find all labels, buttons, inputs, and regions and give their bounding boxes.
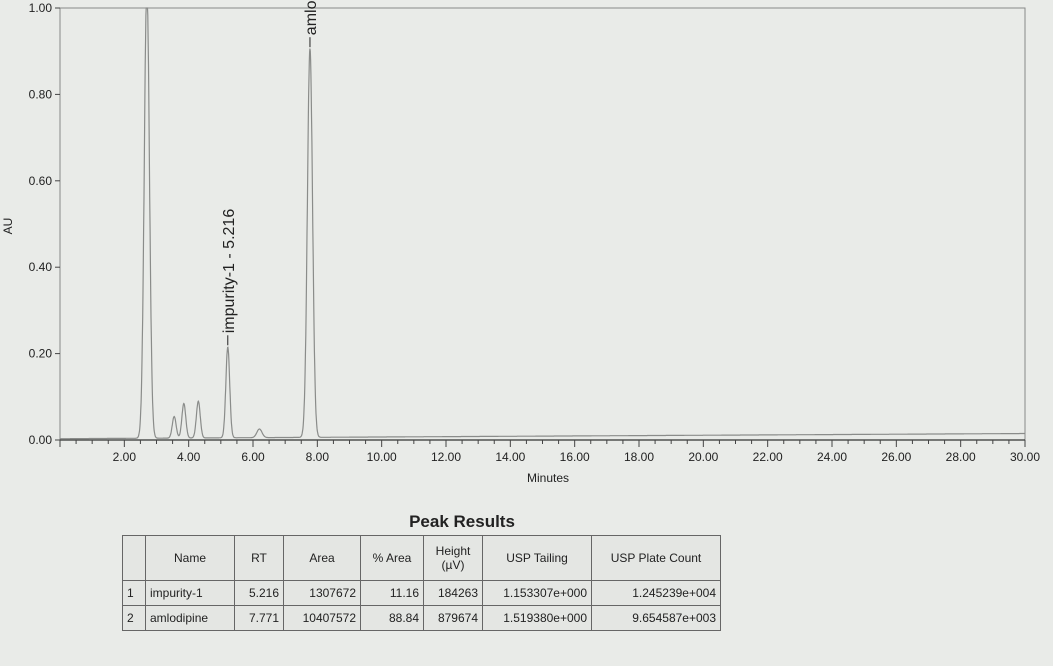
x-axis-label: Minutes [527,471,569,485]
table-row: 1 impurity-1 5.216 1307672 11.16 184263 … [122,580,721,606]
x-tick-label: 30.00 [1010,450,1040,464]
x-tick-label: 10.00 [367,450,397,464]
x-tick-label: 28.00 [946,450,976,464]
peak-results: Peak Results Name RT Area % Area Height … [122,512,742,631]
x-tick-label: 2.00 [113,450,137,464]
cell: 879674 [423,605,483,631]
y-tick-label: 0.20 [29,347,53,361]
table-row: 2 amlodipine 7.771 10407572 88.84 879674… [122,605,721,631]
cell: 10407572 [283,605,361,631]
col-height: Height (µV) [423,535,483,581]
col-usp-tailing: USP Tailing [482,535,592,581]
col-usp-plate-count: USP Plate Count [591,535,721,581]
chromatogram-chart: 2.00 4.00 6.00 8.00 10.00 12.00 14.00 16.00 18.0… [1,0,1040,485]
y-axis-label: AU [1,218,15,235]
cell: 11.16 [360,580,424,606]
cell: 1 [122,580,146,606]
cell: 2 [122,605,146,631]
x-tick-label: 6.00 [241,450,265,464]
x-tick-label: 14.00 [495,450,525,464]
peak-results-table: Name RT Area % Area Height (µV) USP Tail… [122,535,721,631]
cell: impurity-1 [145,580,235,606]
chromatogram-trace [60,7,1025,440]
y-tick-label: 1.00 [29,1,53,15]
x-tick-label: 26.00 [881,450,911,464]
cell: 1.153307e+000 [482,580,592,606]
table-header-row: Name RT Area % Area Height (µV) USP Tail… [122,535,721,581]
x-tick-label: 18.00 [624,450,654,464]
cell: 184263 [423,580,483,606]
y-tick-label: 0.60 [29,174,53,188]
peak-results-title: Peak Results [409,512,515,531]
x-tick-label: 16.00 [560,450,590,464]
col-area: Area [283,535,361,581]
col-pct-area: % Area [360,535,424,581]
x-tick-label: 22.00 [753,450,783,464]
y-tick-label: 0.00 [29,433,53,447]
x-tick-label: 24.00 [817,450,847,464]
x-tick-label: 12.00 [431,450,461,464]
x-tick-label: 8.00 [306,450,330,464]
cell: 1307672 [283,580,361,606]
cell: 1.519380e+000 [482,605,592,631]
x-tick-label: 4.00 [177,450,201,464]
plot-frame [59,7,1026,441]
peak-label: impurity-1 - 5.216 [221,209,238,334]
cell: amlodipine [145,605,235,631]
y-tick-label: 0.40 [29,260,53,274]
peak-label: amlodipine - 7.771 [303,0,320,35]
cell: 88.84 [360,605,424,631]
cell: 5.216 [234,580,284,606]
y-tick-label: 0.80 [29,87,53,101]
cell: 7.771 [234,605,284,631]
cell: 9.654587e+003 [591,605,721,631]
x-tick-label: 20.00 [688,450,718,464]
col-index [122,535,146,581]
col-rt: RT [234,535,284,581]
col-name: Name [145,535,235,581]
cell: 1.245239e+004 [591,580,721,606]
